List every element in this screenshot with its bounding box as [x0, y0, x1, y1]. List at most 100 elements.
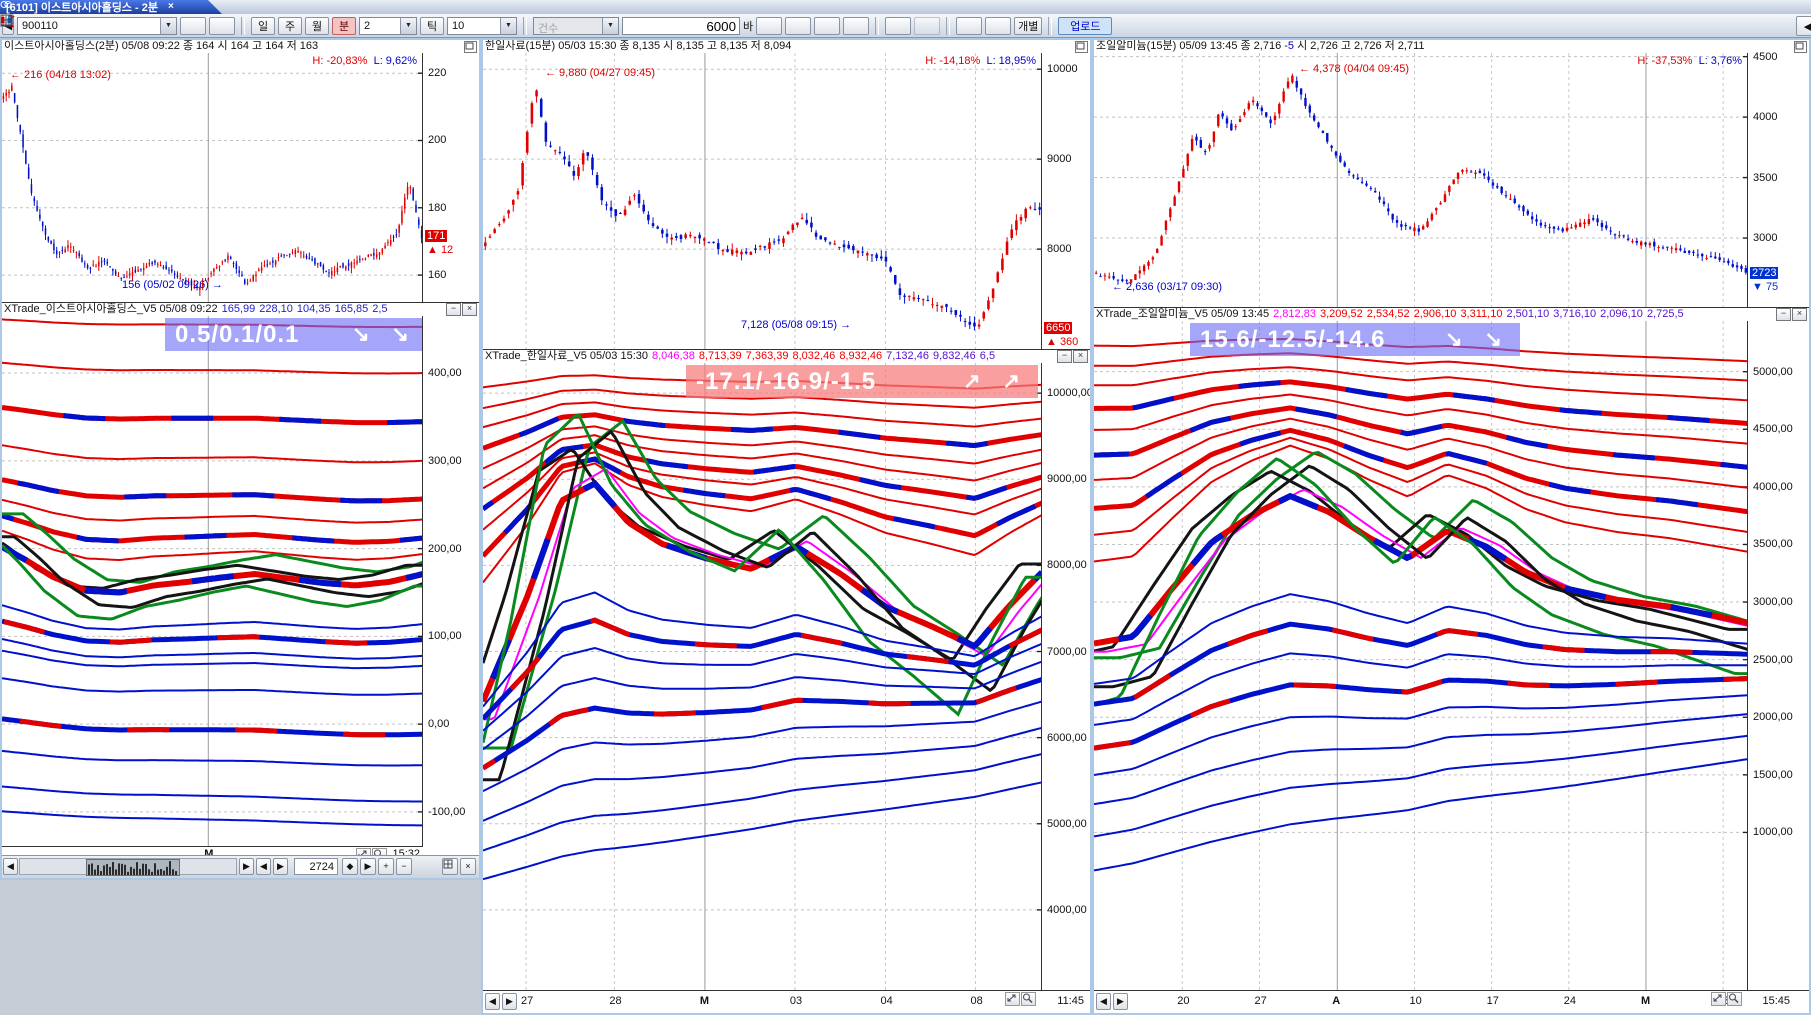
stock-info: 조일알미늄(15분) 05/09 13:45 종 2,716: [1096, 40, 1285, 52]
volume-button[interactable]: [1, 16, 841, 35]
close-icon[interactable]: ×: [1073, 350, 1088, 363]
axis-label: 3500,00: [1753, 538, 1793, 551]
axis-label: 10000,00: [1047, 387, 1090, 400]
bar-count-input[interactable]: [622, 16, 740, 35]
volume-alert-button[interactable]: [1, 15, 812, 35]
axis-label: 4000: [1753, 111, 1778, 124]
marker-button[interactable]: ◆: [342, 858, 358, 875]
minimize-icon[interactable]: −: [1776, 308, 1791, 321]
axis-label: 300,00: [428, 454, 462, 467]
chart-window-1: 이스트아시아홀딩스(2분) 05/08 09:22 종 164 시 164 고 …: [0, 38, 481, 880]
candle-chart-button[interactable]: [1, 15, 983, 35]
axis-label: 4000,00: [1047, 903, 1087, 916]
indicator-value: 2,725,5: [1646, 308, 1684, 320]
period-day-button[interactable]: 일: [251, 16, 275, 35]
price-axis: 4500 4000 3500 3000 2723 ▼ 75: [1747, 51, 1809, 307]
time-label: M: [204, 848, 214, 860]
symbol-combo[interactable]: 900110 ▼: [17, 16, 177, 35]
go-end-button[interactable]: ▶: [360, 858, 376, 875]
close-icon[interactable]: ×: [462, 303, 477, 316]
xtrade-plot[interactable]: 15.6/-12.5/-14.6 ↘ ↘: [1094, 321, 1748, 996]
axis-label: 9000: [1047, 153, 1072, 166]
signal-badge: 0.5/0.1/0.1 ↘ ↘: [165, 318, 427, 351]
change-value: -5: [1284, 40, 1295, 52]
period-week-button[interactable]: 주: [278, 16, 302, 35]
close-icon[interactable]: ×: [1792, 308, 1807, 321]
new-document-button[interactable]: [0, 14, 912, 35]
search-back-button[interactable]: [1, 15, 235, 35]
axis-label: 8000: [1047, 243, 1072, 256]
resize-icon[interactable]: [1005, 992, 1020, 1006]
scroll-right-button[interactable]: ▶: [239, 858, 254, 875]
chart-scrollbar[interactable]: [19, 858, 237, 876]
price-box: 6650: [1044, 322, 1073, 334]
period-tick-button[interactable]: 틱: [420, 16, 444, 35]
line-chart-button[interactable]: [0, 15, 783, 35]
axis-label: 180: [428, 201, 447, 214]
signal-values: 0.5/0.1/0.1: [175, 320, 300, 348]
period-month-button[interactable]: 월: [305, 16, 329, 35]
resize-icon[interactable]: [1711, 992, 1726, 1006]
scrollbar-thumb[interactable]: [86, 859, 180, 876]
window-tab[interactable]: [6101] 이스트아시아홀딩스 - 2분 ×: [0, 0, 222, 14]
maximize-icon[interactable]: [1075, 41, 1088, 53]
candle-plot[interactable]: H: -37,53% L: 3,76% ← 4,378 (04/04 09:45)…: [1094, 53, 1748, 307]
step-forward-button[interactable]: ▶: [273, 858, 288, 875]
high-annotation: ← 216 (04/18 13:02): [10, 69, 111, 81]
high-percent: H: -20,83%: [312, 55, 368, 67]
count-combo-disabled: 건수 ▼: [533, 16, 619, 35]
zoom-icon[interactable]: [1727, 992, 1742, 1006]
grid-view-button[interactable]: [0, 14, 1012, 35]
chevron-down-icon[interactable]: ▼: [160, 17, 176, 34]
scroll-left-button[interactable]: ◀: [3, 858, 18, 875]
step-back-button[interactable]: ◀: [256, 858, 271, 875]
price-box: 2723: [1750, 267, 1779, 279]
high-low-readout: H: -20,83% L: 9,62%: [312, 55, 417, 67]
tick-interval-combo[interactable]: 10 ▼: [447, 16, 517, 35]
xtrade-plot[interactable]: -17.1/-16.9/-1.5 ↗ ↗: [483, 363, 1042, 996]
xtrade-plot[interactable]: 0.5/0.1/0.1 ↘ ↘: [2, 316, 427, 847]
maximize-icon[interactable]: [1794, 41, 1807, 53]
search-button[interactable]: [1, 15, 206, 35]
sort-updown-button[interactable]: [1, 16, 870, 35]
axis-label: 10000: [1047, 63, 1078, 76]
candle-pane: 이스트아시아홀딩스(2분) 05/08 09:22 종 164 시 164 고 …: [2, 40, 479, 302]
zoom-icon[interactable]: [1021, 992, 1036, 1006]
candle-pane-header: 조일알미늄(15분) 05/09 13:45 종 2,716 -5 시 2,72…: [1094, 40, 1809, 54]
minimize-icon[interactable]: −: [1057, 350, 1072, 363]
signal-values: 15.6/-12.5/-14.6: [1200, 325, 1386, 353]
time-axis: ◀▶2027A101724M0815:45: [1094, 990, 1809, 1013]
stock-info-ohlc: 시 2,726 고 2,726 저 2,711: [1294, 40, 1425, 52]
chevron-down-icon[interactable]: ▼: [500, 17, 516, 34]
candle-plot[interactable]: H: -14,18% L: 18,95% ← 9,880 (04/27 09:45…: [483, 53, 1042, 349]
axis-label: 220: [428, 67, 447, 80]
candle-pane-header: 이스트아시아홀딩스(2분) 05/08 09:22 종 164 시 164 고 …: [2, 40, 479, 54]
indicator-axis: 5000,00 4500,00 4000,00 3500,00 3000,00 2500,…: [1747, 321, 1809, 996]
grid-icon: [0, 14, 13, 27]
zoom-out-button[interactable]: −: [396, 858, 412, 875]
time-label: 04: [880, 995, 893, 1007]
chevron-down-icon[interactable]: ▼: [400, 17, 416, 34]
indicator-value: 2,534,52: [1366, 308, 1410, 320]
grid-toggle-button[interactable]: [442, 858, 458, 875]
xtrade-pane: XTrade_이스트아시아홀딩스_V5 05/08 09:22 165,99 228…: [2, 302, 479, 861]
time-scroll-left-button[interactable]: ◀: [1096, 993, 1111, 1010]
low-annotation: ← 2,636 (03/17 09:30): [1112, 281, 1223, 293]
indicator-value: 3,209,52: [1319, 308, 1363, 320]
tab-close-icon[interactable]: ×: [167, 1, 174, 12]
pane-window-buttons: − ×: [446, 303, 477, 316]
time-scroll-right-button[interactable]: ▶: [1113, 993, 1128, 1010]
candle-plot[interactable]: H: -20,83% L: 9,62% ← 216 (04/18 13:02) 15…: [2, 53, 423, 302]
minute-interval-combo[interactable]: 2 ▼: [359, 16, 417, 35]
toolbar-scroll-right-button[interactable]: ◀: [1796, 16, 1811, 36]
maximize-icon[interactable]: [464, 41, 477, 53]
close-chart-button[interactable]: ×: [460, 858, 476, 875]
zoom-in-button[interactable]: +: [378, 858, 394, 875]
time-scroll-right-button[interactable]: ▶: [502, 993, 517, 1010]
time-scroll-left-button[interactable]: ◀: [485, 993, 500, 1010]
upload-button[interactable]: 업로드: [1058, 16, 1113, 35]
indicator-value: 165,99: [221, 303, 256, 315]
individual-button[interactable]: 개별: [1014, 16, 1043, 35]
period-minute-button[interactable]: 분: [332, 16, 356, 35]
minimize-icon[interactable]: −: [446, 303, 461, 316]
